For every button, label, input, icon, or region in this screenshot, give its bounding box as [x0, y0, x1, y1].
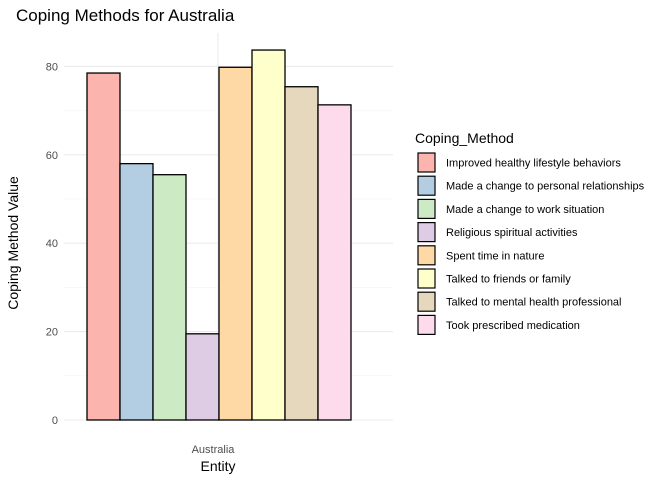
bars [86, 49, 352, 421]
legend-swatch [417, 245, 436, 266]
bar [251, 49, 286, 421]
bar [185, 333, 220, 421]
legend-swatch [417, 268, 436, 289]
legend-label: Made a change to personal relationships [446, 181, 645, 193]
legend: Improved healthy lifestyle behaviors Made… [417, 152, 645, 335]
legend-swatch [417, 198, 436, 219]
legend-label: Religious spiritual activities [446, 227, 578, 239]
y-axis-ticks: 0 20 40 60 80 [46, 61, 58, 427]
y-tick-label: 20 [46, 327, 58, 339]
y-tick-label: 40 [46, 238, 58, 250]
y-tick-label: 0 [52, 415, 58, 427]
legend-swatch [417, 152, 436, 173]
legend-swatch [417, 175, 436, 196]
bar [152, 174, 187, 421]
legend-label: Made a change to work situation [446, 204, 604, 216]
legend-swatch [417, 222, 436, 243]
legend-label: Spent time in nature [446, 250, 544, 262]
legend-label: Took prescribed medication [446, 320, 580, 332]
x-axis-label: Entity [200, 458, 235, 474]
bar [218, 66, 253, 421]
y-axis-label: Coping Method Value [5, 176, 21, 310]
bar [86, 72, 121, 421]
y-tick-label: 60 [46, 150, 58, 162]
y-tick-label: 80 [46, 61, 58, 73]
bar [119, 162, 154, 421]
x-tick-label: Australia [192, 444, 236, 456]
legend-label: Talked to friends or family [446, 274, 571, 286]
legend-label: Talked to mental health professional [446, 297, 622, 309]
chart-title: Coping Methods for Australia [16, 6, 235, 25]
legend-title: Coping_Method [415, 130, 514, 146]
legend-swatch [417, 314, 436, 335]
legend-swatch [417, 291, 436, 312]
bar [317, 104, 352, 421]
bar [284, 86, 319, 421]
legend-label: Improved healthy lifestyle behaviors [446, 158, 621, 170]
